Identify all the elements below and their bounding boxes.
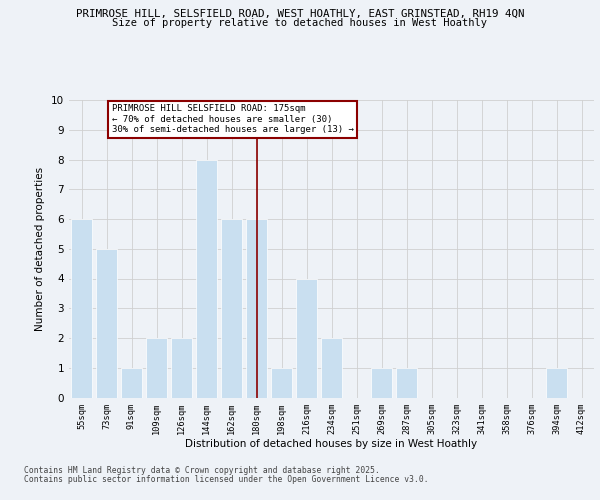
Bar bbox=[121, 368, 142, 398]
Bar bbox=[96, 249, 117, 398]
Bar bbox=[546, 368, 567, 398]
Text: PRIMROSE HILL SELSFIELD ROAD: 175sqm
← 70% of detached houses are smaller (30)
3: PRIMROSE HILL SELSFIELD ROAD: 175sqm ← 7… bbox=[112, 104, 353, 134]
Text: Contains HM Land Registry data © Crown copyright and database right 2025.: Contains HM Land Registry data © Crown c… bbox=[24, 466, 380, 475]
Bar bbox=[146, 338, 167, 398]
Bar bbox=[296, 278, 317, 398]
Bar bbox=[271, 368, 292, 398]
Bar bbox=[321, 338, 342, 398]
Text: Contains public sector information licensed under the Open Government Licence v3: Contains public sector information licen… bbox=[24, 475, 428, 484]
Y-axis label: Number of detached properties: Number of detached properties bbox=[35, 166, 46, 331]
Text: PRIMROSE HILL, SELSFIELD ROAD, WEST HOATHLY, EAST GRINSTEAD, RH19 4QN: PRIMROSE HILL, SELSFIELD ROAD, WEST HOAT… bbox=[76, 9, 524, 19]
Bar bbox=[221, 219, 242, 398]
Bar bbox=[396, 368, 417, 398]
Bar bbox=[196, 160, 217, 398]
Text: Size of property relative to detached houses in West Hoathly: Size of property relative to detached ho… bbox=[113, 18, 487, 28]
Bar bbox=[171, 338, 192, 398]
Bar bbox=[71, 219, 92, 398]
X-axis label: Distribution of detached houses by size in West Hoathly: Distribution of detached houses by size … bbox=[185, 440, 478, 450]
Bar bbox=[246, 219, 267, 398]
Bar bbox=[371, 368, 392, 398]
